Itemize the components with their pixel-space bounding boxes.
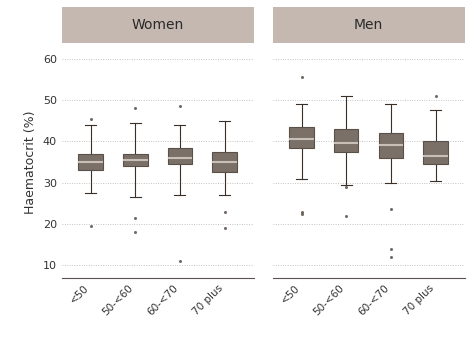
Text: Men: Men <box>354 18 383 32</box>
Bar <box>78 154 103 170</box>
Bar <box>123 154 147 166</box>
Y-axis label: Haematocrit (%): Haematocrit (%) <box>24 110 37 214</box>
Bar <box>334 129 358 152</box>
Bar <box>379 133 403 158</box>
Bar <box>423 141 448 164</box>
Text: Women: Women <box>131 18 184 32</box>
Bar <box>168 147 192 164</box>
Bar <box>289 127 314 147</box>
Bar <box>212 152 237 172</box>
